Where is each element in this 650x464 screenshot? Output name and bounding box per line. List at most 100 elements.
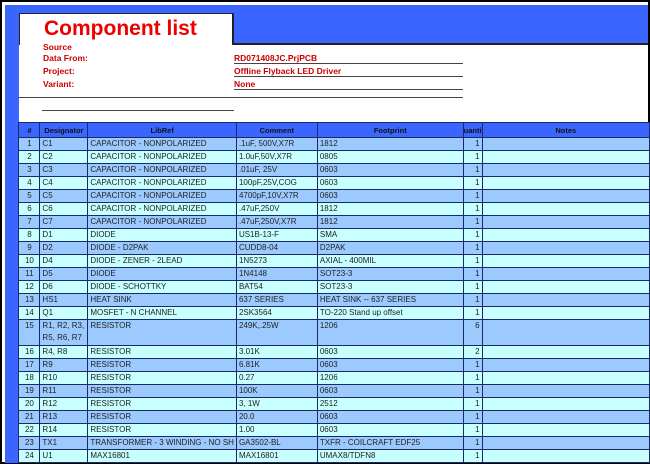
cell-designator: TX1 [39,436,89,450]
cell-libref: HEAT SINK [87,293,237,307]
cell-libref: RESISTOR [87,410,237,424]
cell-designator: C5 [39,189,89,203]
cell-comment: 100pF,25V,COG [235,176,318,190]
divider [42,110,234,111]
row-side [5,358,19,372]
cell-comment: 100K [235,384,318,398]
cell-designator: C1 [39,137,89,151]
component-table: # Designator LibRef Comment Footprint uanti No… [5,122,650,463]
page-title: Component list [44,17,197,40]
table-row: 13 HS1 HEAT SINK 637 SERIES HEAT SINK -- 637… [5,293,650,307]
cell-designator: C6 [39,202,89,216]
cell-comment: 249K,.25W [235,319,318,346]
cell-num: 14 [18,306,41,320]
cell-num: 22 [18,423,41,437]
table-row: 11 D5 DIODE 1N4148 SOT23-3 1 [5,267,650,281]
cell-notes [481,241,650,255]
cell-num: 3 [18,163,41,177]
cell-comment: 6.81K [235,358,318,372]
cell-comment: .01uF, 25V [235,163,318,177]
row-side [5,345,19,359]
cell-designator: C3 [39,163,89,177]
cell-notes [481,449,650,463]
cell-quantity: 1 [462,137,483,151]
cell-comment: 2SK3564 [235,306,318,320]
table-row: 15 R1, R2, R3, R5, R6, R7 RESISTOR 249K,.25… [5,319,650,346]
column-header-libref: LibRef [87,122,237,138]
cell-num: 5 [18,189,41,203]
cell-comment: .47uF,250V [235,202,318,216]
cell-designator: HS1 [39,293,89,307]
table-row: 24 U1 MAX16801 MAX16801 UMAX8/TDFN8 1 [5,449,650,463]
row-side [5,449,19,463]
cell-libref: TRANSFORMER - 3 WINDING - NO SH [87,436,237,450]
row-side [5,254,19,268]
cell-libref: CAPACITOR - NONPOLARIZED [87,176,237,190]
cell-libref: DIODE [87,228,237,242]
table-row: 1 C1 CAPACITOR - NONPOLARIZED .1uF, 500V,X7… [5,137,650,151]
cell-quantity: 1 [462,410,483,424]
cell-comment: 1N5273 [235,254,318,268]
variant-value: None [234,79,463,90]
cell-libref: RESISTOR [87,423,237,437]
cell-comment: 20.0 [235,410,318,424]
cell-libref: RESISTOR [87,319,237,346]
row-side [5,189,19,203]
table-row: 18 R10 RESISTOR 0.27 1206 1 [5,371,650,385]
cell-num: 9 [18,241,41,255]
cell-quantity: 1 [462,436,483,450]
cell-quantity: 1 [462,358,483,372]
cell-footprint: HEAT SINK -- 637 SERIES [316,293,464,307]
cell-num: 21 [18,410,41,424]
cell-footprint: 0603 [316,358,464,372]
cell-notes [481,423,650,437]
cell-designator: C4 [39,176,89,190]
cell-quantity: 1 [462,241,483,255]
cell-comment: US1B-13-F [235,228,318,242]
row-side [5,319,19,346]
cell-num: 19 [18,384,41,398]
cell-num: 12 [18,280,41,294]
divider [19,97,463,98]
column-header-notes: Notes [481,122,650,138]
cell-libref: RESISTOR [87,345,237,359]
cell-notes [481,293,650,307]
cell-notes [481,267,650,281]
table-row: 9 D2 DIODE - D2PAK CUDD8-04 D2PAK 1 [5,241,650,255]
cell-footprint: AXIAL - 400MIL [316,254,464,268]
cell-quantity: 1 [462,215,483,229]
row-side [5,215,19,229]
cell-notes [481,345,650,359]
table-row: 3 C3 CAPACITOR - NONPOLARIZED .01uF, 25V 060… [5,163,650,177]
column-header-comment: Comment [235,122,318,138]
row-side [5,293,19,307]
cell-footprint: 0603 [316,176,464,190]
table-row: 20 R12 RESISTOR 3, 1W 2512 1 [5,397,650,411]
cell-designator: C7 [39,215,89,229]
cell-footprint: SMA [316,228,464,242]
cell-comment: BAT54 [235,280,318,294]
row-side [5,202,19,216]
table-row: 6 C6 CAPACITOR - NONPOLARIZED .47uF,250V 181… [5,202,650,216]
cell-comment: MAX16801 [235,449,318,463]
table-row: 22 R14 RESISTOR 1.00 0603 1 [5,423,650,437]
cell-designator: R9 [39,358,89,372]
row-side [5,267,19,281]
cell-comment: 637 SERIES [235,293,318,307]
cell-libref: DIODE [87,267,237,281]
cell-designator: C2 [39,150,89,164]
cell-notes [481,384,650,398]
cell-num: 15 [18,319,41,346]
cell-footprint: UMAX8/TDFN8 [316,449,464,463]
cell-num: 13 [18,293,41,307]
cell-num: 10 [18,254,41,268]
cell-num: 1 [18,137,41,151]
table-row: 5 C5 CAPACITOR - NONPOLARIZED 4700pF,10V,X7… [5,189,650,203]
row-side [5,306,19,320]
cell-designator: D6 [39,280,89,294]
table-row: 10 D4 DIODE - ZENER - 2LEAD 1N5273 AXIAL - 4… [5,254,650,268]
cell-footprint: 0603 [316,163,464,177]
cell-footprint: 1812 [316,137,464,151]
cell-footprint: 0603 [316,423,464,437]
cell-quantity: 1 [462,280,483,294]
